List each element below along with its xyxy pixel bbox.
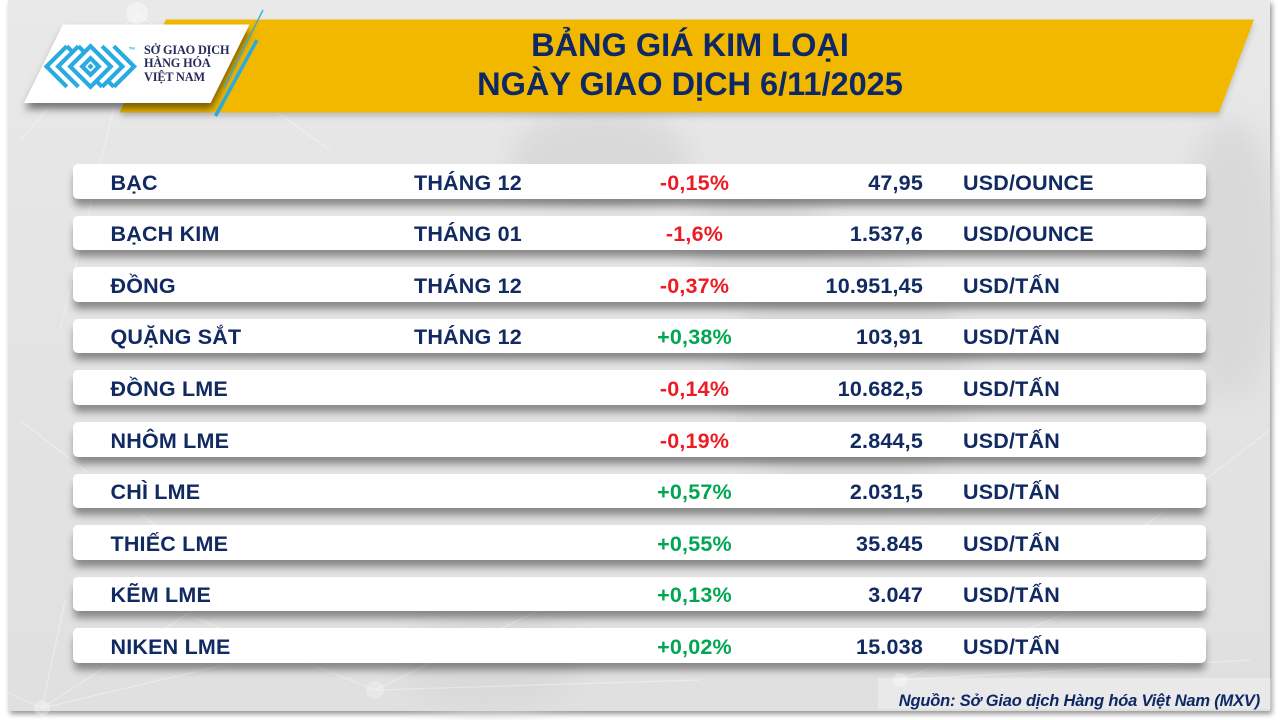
- svg-text:™: ™: [129, 47, 136, 54]
